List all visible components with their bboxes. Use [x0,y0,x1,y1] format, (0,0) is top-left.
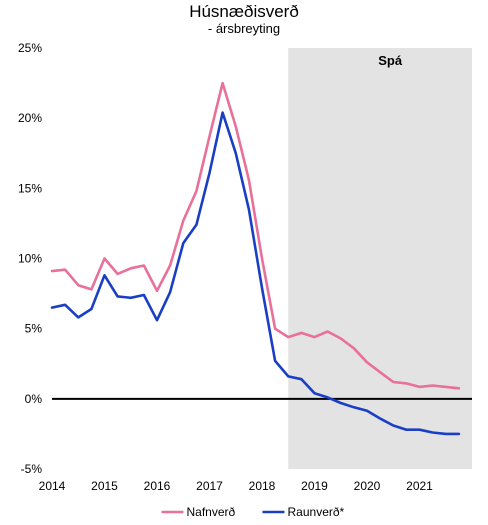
legend-label: Raunverð* [288,505,345,519]
forecast-band [288,48,472,469]
x-tick-label: 2018 [249,479,276,493]
forecast-label: Spá [378,53,403,68]
x-tick-label: 2019 [301,479,328,493]
series-line-2 [50,111,461,436]
y-tick-label: 25% [18,41,42,55]
y-tick-label: 15% [18,181,42,195]
y-tick-label: 0% [25,392,43,406]
x-tick-label: 2014 [39,479,66,493]
y-axis: -5% 0% 5% 10% 15% 20% 25% [18,41,42,476]
x-tick-label: 2016 [144,479,171,493]
y-tick-label: -5% [21,462,43,476]
x-tick-label: 2021 [406,479,433,493]
x-tick-label: 2017 [196,479,223,493]
legend: Nafnverð Raunverð* [161,505,345,519]
x-tick-label: 2020 [354,479,381,493]
legend-label: Nafnverð [187,505,236,519]
y-tick-label: 10% [18,252,42,266]
x-tick-label: 2015 [91,479,118,493]
chart-title: Húsnæðisverð [189,2,299,21]
x-axis: 2014 2015 2016 2017 2018 2019 2020 2021 [39,479,434,493]
series-line-1 [50,81,461,390]
y-tick-label: 5% [25,322,43,336]
series-layer [50,81,461,436]
y-tick-label: 20% [18,111,42,125]
chart-subtitle: - ársbreyting [207,21,281,36]
